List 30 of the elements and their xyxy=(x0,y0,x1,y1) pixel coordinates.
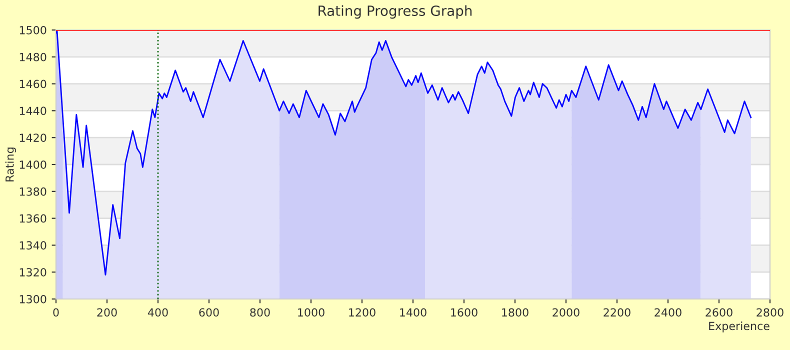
y-axis-title: Rating xyxy=(5,148,16,182)
x-tick-label: 1800 xyxy=(502,308,528,317)
x-tick-label: 2400 xyxy=(654,308,682,317)
x-tick-label: 1400 xyxy=(400,308,426,317)
y-tick-label: 1460 xyxy=(20,80,46,88)
y-tick-label: 1400 xyxy=(20,160,46,169)
x-tick-label: 1000 xyxy=(298,308,324,317)
chart-title: Rating Progress Graph xyxy=(318,5,472,19)
x-tick-label: 600 xyxy=(199,308,219,317)
y-tick-label: 1340 xyxy=(20,241,46,250)
x-tick-label: 1200 xyxy=(349,308,376,317)
x-tick-label: 2000 xyxy=(552,308,580,317)
x-tick-label: 2600 xyxy=(706,308,732,317)
x-tick-label: 800 xyxy=(250,308,270,317)
y-tick-label: 1300 xyxy=(20,294,46,304)
y-tick-label: 1420 xyxy=(20,134,46,142)
x-tick-label: 2800 xyxy=(756,308,784,317)
x-tick-label: 400 xyxy=(148,308,168,317)
y-tick-label: 1380 xyxy=(20,187,46,196)
x-tick-label: 200 xyxy=(97,308,117,317)
x-tick-label: 2200 xyxy=(604,308,630,317)
x-tick-label: 0 xyxy=(53,308,59,317)
line-series xyxy=(56,30,752,276)
x-tick-label: 1600 xyxy=(451,308,478,317)
y-tick-label: 1440 xyxy=(20,106,46,116)
y-tick-label: 1360 xyxy=(20,214,46,223)
y-tick-label: 1480 xyxy=(20,52,46,62)
y-tick-label: 1500 xyxy=(20,26,46,34)
y-tick-label: 1320 xyxy=(20,268,46,276)
x-axis-title: Experience xyxy=(709,322,770,332)
